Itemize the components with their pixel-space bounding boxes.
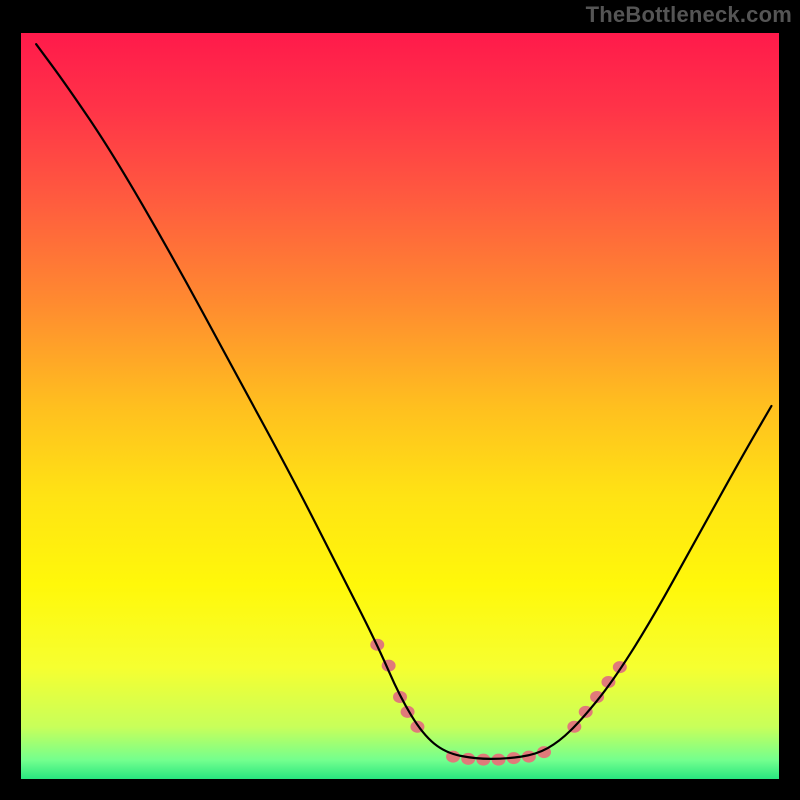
- gradient-background: [21, 33, 779, 779]
- watermark-text: TheBottleneck.com: [586, 2, 792, 28]
- plot-area: [21, 33, 779, 779]
- plot-svg: [21, 33, 779, 779]
